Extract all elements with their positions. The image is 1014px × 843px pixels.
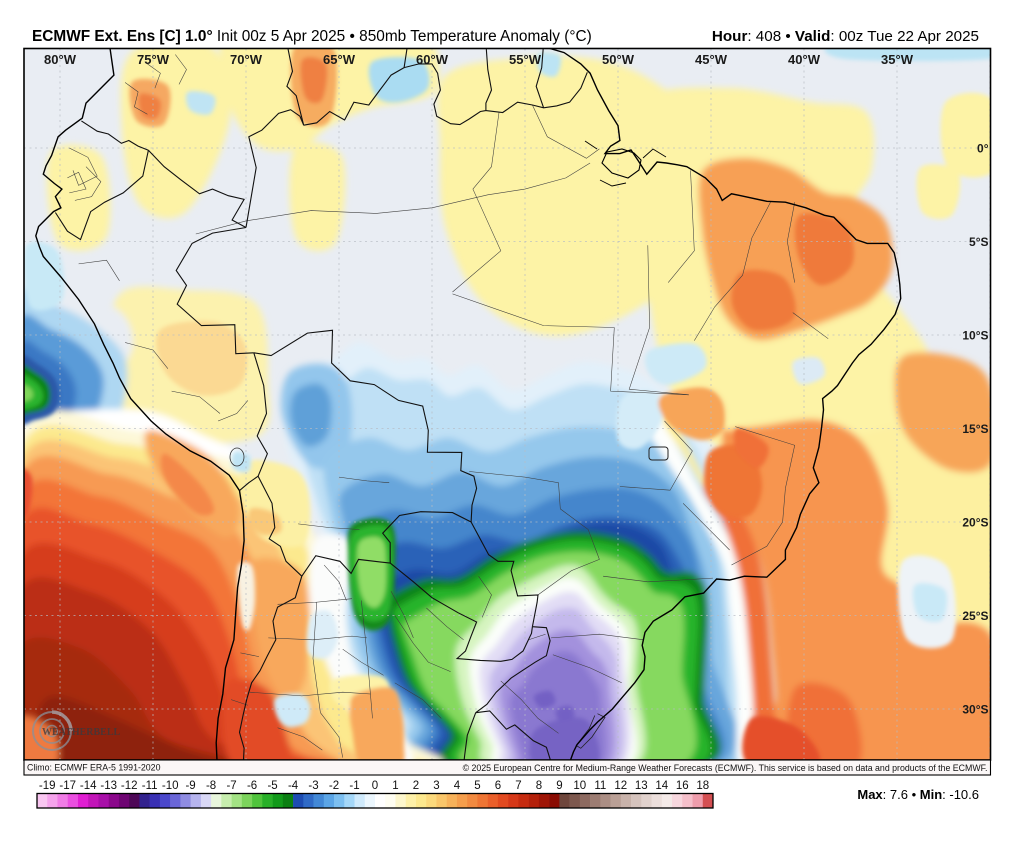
- svg-text:-10: -10: [162, 780, 179, 792]
- svg-text:35°W: 35°W: [881, 52, 914, 67]
- svg-text:1: 1: [392, 780, 398, 792]
- svg-text:15°S: 15°S: [962, 422, 988, 436]
- svg-text:-5: -5: [267, 780, 277, 792]
- svg-text:11: 11: [594, 780, 606, 792]
- svg-text:3: 3: [433, 780, 439, 792]
- svg-text:8: 8: [536, 780, 542, 792]
- svg-text:16: 16: [676, 780, 689, 792]
- svg-text:60°W: 60°W: [416, 52, 449, 67]
- svg-text:12: 12: [614, 780, 627, 792]
- svg-text:14: 14: [655, 780, 668, 792]
- svg-text:6: 6: [495, 780, 501, 792]
- svg-text:13: 13: [635, 780, 648, 792]
- svg-text:45°W: 45°W: [695, 52, 728, 67]
- svg-text:5°S: 5°S: [969, 235, 988, 249]
- svg-text:70°W: 70°W: [230, 52, 263, 67]
- svg-text:-1: -1: [349, 780, 359, 792]
- svg-text:55°W: 55°W: [509, 52, 542, 67]
- svg-text:0: 0: [372, 780, 378, 792]
- svg-text:-19: -19: [39, 780, 56, 792]
- svg-text:20°S: 20°S: [962, 516, 988, 530]
- svg-text:40°W: 40°W: [788, 52, 821, 67]
- svg-text:80°W: 80°W: [44, 52, 77, 67]
- svg-text:-14: -14: [80, 780, 97, 792]
- svg-text:-2: -2: [329, 780, 339, 792]
- svg-text:-8: -8: [206, 780, 216, 792]
- svg-text:50°W: 50°W: [602, 52, 635, 67]
- svg-text:4: 4: [454, 780, 461, 792]
- svg-text:65°W: 65°W: [323, 52, 356, 67]
- svg-text:9: 9: [556, 780, 562, 792]
- svg-text:Hour: 408 • Valid: 00z Tue 22: Hour: 408 • Valid: 00z Tue 22 Apr 2025: [712, 28, 979, 45]
- svg-text:-4: -4: [288, 780, 299, 792]
- svg-text:-6: -6: [247, 780, 257, 792]
- svg-text:0°: 0°: [977, 142, 989, 156]
- svg-text:-9: -9: [185, 780, 195, 792]
- svg-text:-17: -17: [59, 780, 76, 792]
- svg-text:© 2025 European Centre for Med: © 2025 European Centre for Medium-Range …: [463, 763, 988, 773]
- svg-text:7: 7: [515, 780, 521, 792]
- svg-text:-11: -11: [142, 780, 158, 792]
- svg-text:WEATHERBELL: WEATHERBELL: [42, 727, 120, 738]
- svg-text:-13: -13: [100, 780, 117, 792]
- svg-text:2: 2: [413, 780, 419, 792]
- svg-text:-12: -12: [121, 780, 138, 792]
- svg-text:30°S: 30°S: [962, 703, 988, 717]
- svg-text:10°S: 10°S: [962, 329, 988, 343]
- svg-text:25°S: 25°S: [962, 609, 988, 623]
- svg-text:Climo: ECMWF ERA-5 1991-2020: Climo: ECMWF ERA-5 1991-2020: [27, 763, 161, 773]
- svg-text:75°W: 75°W: [137, 52, 170, 67]
- svg-text:18: 18: [696, 780, 709, 792]
- svg-text:Max: 7.6 • Min: -10.6: Max: 7.6 • Min: -10.6: [857, 787, 979, 802]
- svg-text:ECMWF Ext. Ens [C] 1.0° Init 0: ECMWF Ext. Ens [C] 1.0° Init 00z 5 Apr 2…: [32, 28, 592, 45]
- svg-text:-3: -3: [308, 780, 318, 792]
- svg-text:5: 5: [474, 780, 480, 792]
- svg-text:10: 10: [573, 780, 586, 792]
- svg-text:-7: -7: [226, 780, 236, 792]
